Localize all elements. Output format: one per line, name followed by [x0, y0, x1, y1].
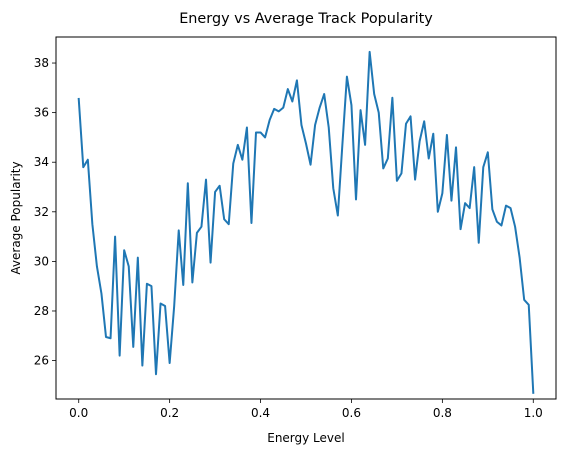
y-tick-label: 26 — [34, 354, 49, 368]
x-tick-label: 0.6 — [342, 406, 361, 420]
chart-title: Energy vs Average Track Popularity — [179, 11, 433, 27]
series-line — [77, 50, 535, 394]
x-tick-label: 0.8 — [433, 406, 452, 420]
plot-area-frame — [55, 36, 557, 400]
x-tick-label: 1.0 — [524, 406, 543, 420]
y-axis-ticks: 26 28 30 32 34 36 38 — [34, 56, 56, 368]
y-tick-label: 34 — [34, 155, 49, 169]
x-tick-label: 0.4 — [251, 406, 270, 420]
x-axis-ticks: 0.0 0.2 0.4 0.6 0.8 1.0 — [69, 399, 543, 420]
y-tick-label: 28 — [34, 304, 49, 318]
x-tick-label: 0.2 — [160, 406, 179, 420]
y-tick-label: 32 — [34, 205, 49, 219]
y-tick-label: 38 — [34, 56, 49, 70]
x-axis-label: Energy Level — [267, 431, 345, 445]
y-tick-label: 36 — [34, 106, 49, 120]
y-tick-label: 30 — [34, 254, 49, 268]
x-tick-label: 0.0 — [69, 406, 88, 420]
y-axis-label: Average Popularity — [9, 161, 23, 274]
